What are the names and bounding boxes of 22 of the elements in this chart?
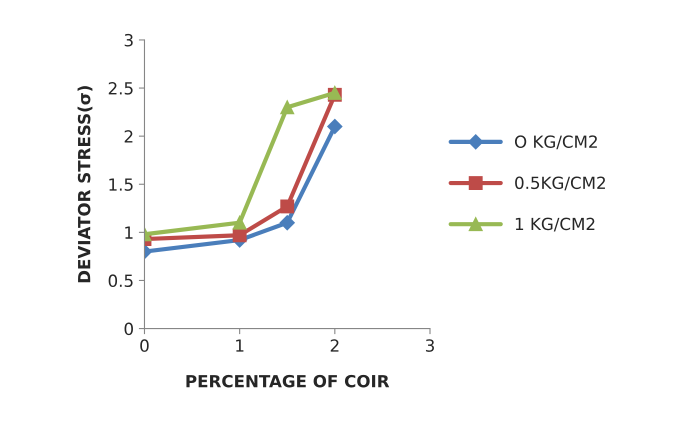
legend-label: 1 KG/CM2 [516,218,594,232]
point [280,100,294,114]
y-tick-label: 1.5 [109,178,133,191]
point [280,215,295,230]
y-tick-label: 0.5 [108,274,133,288]
x-axis-title: PERCENTAGE OF COIR [186,374,390,388]
y-tick-label: 3 [124,34,133,47]
y-tick-label: 2 [124,130,132,142]
point [232,216,247,230]
point [280,199,294,214]
x-tick-label: 3 [426,339,434,352]
point [327,118,342,134]
y-axis-title: DEVIATOR STRESS(σ) [78,86,92,282]
point [232,228,247,242]
y-tick-label: 0 [124,322,133,336]
legend-label: 0.5KG/CM2 [515,176,605,190]
x-tick-label: 1 [236,339,244,352]
x-tick-label: 2 [330,339,338,352]
y-tick-label: 2.5 [108,82,133,95]
x-tick-label: 0 [140,339,149,352]
legend-label: O KG/CM2 [514,135,597,150]
y-tick-label: 1 [125,226,133,239]
